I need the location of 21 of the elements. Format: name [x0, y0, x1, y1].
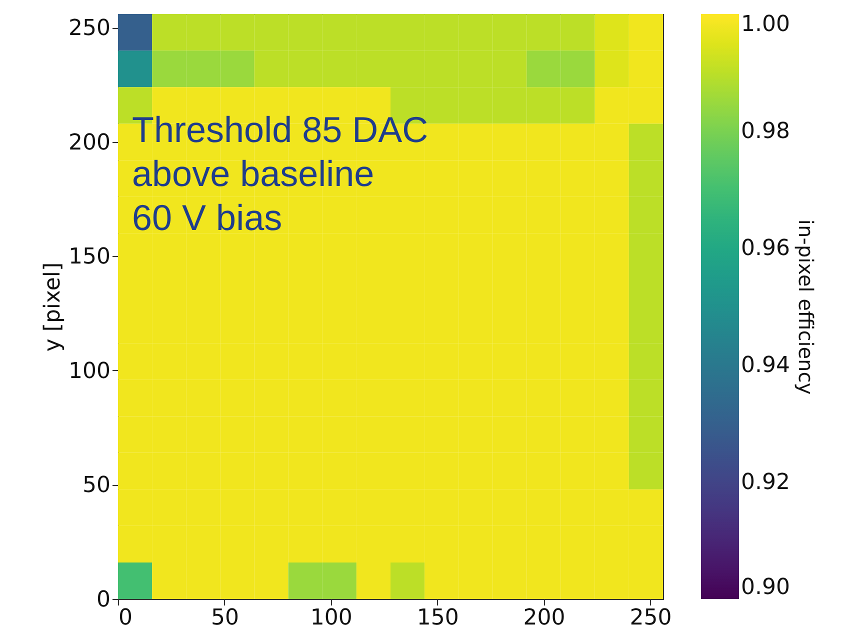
color-bar-title: in-pixel efficiency [794, 219, 818, 395]
x-tick-label: 0 [118, 606, 132, 630]
color-bar-label: 0.90 [741, 575, 790, 600]
x-tick-label: 100 [310, 606, 352, 630]
x-tick-label: 50 [210, 606, 239, 630]
color-bar-label: 0.98 [741, 119, 790, 144]
y-axis-title: y [pixel] [40, 262, 66, 352]
color-bar-label: 0.94 [741, 353, 790, 378]
y-tick-label: 200 [68, 130, 110, 156]
y-tick-label: 150 [68, 244, 110, 270]
y-tick-label: 100 [68, 358, 110, 384]
x-tick-label: 200 [523, 606, 566, 630]
color-bar-label: 1.00 [741, 12, 790, 37]
x-tick-label: 150 [416, 606, 459, 630]
color-bar-label: 0.92 [741, 470, 790, 495]
x-tick-label: 250 [630, 606, 672, 630]
y-tick-label: 0 [96, 588, 110, 612]
y-tick-label: 50 [82, 473, 110, 498]
annotation: Threshold 85 DAC above baseline 60 V bias [132, 109, 428, 238]
color-bar-label: 0.96 [741, 236, 790, 261]
y-tick-label: 250 [68, 16, 110, 42]
